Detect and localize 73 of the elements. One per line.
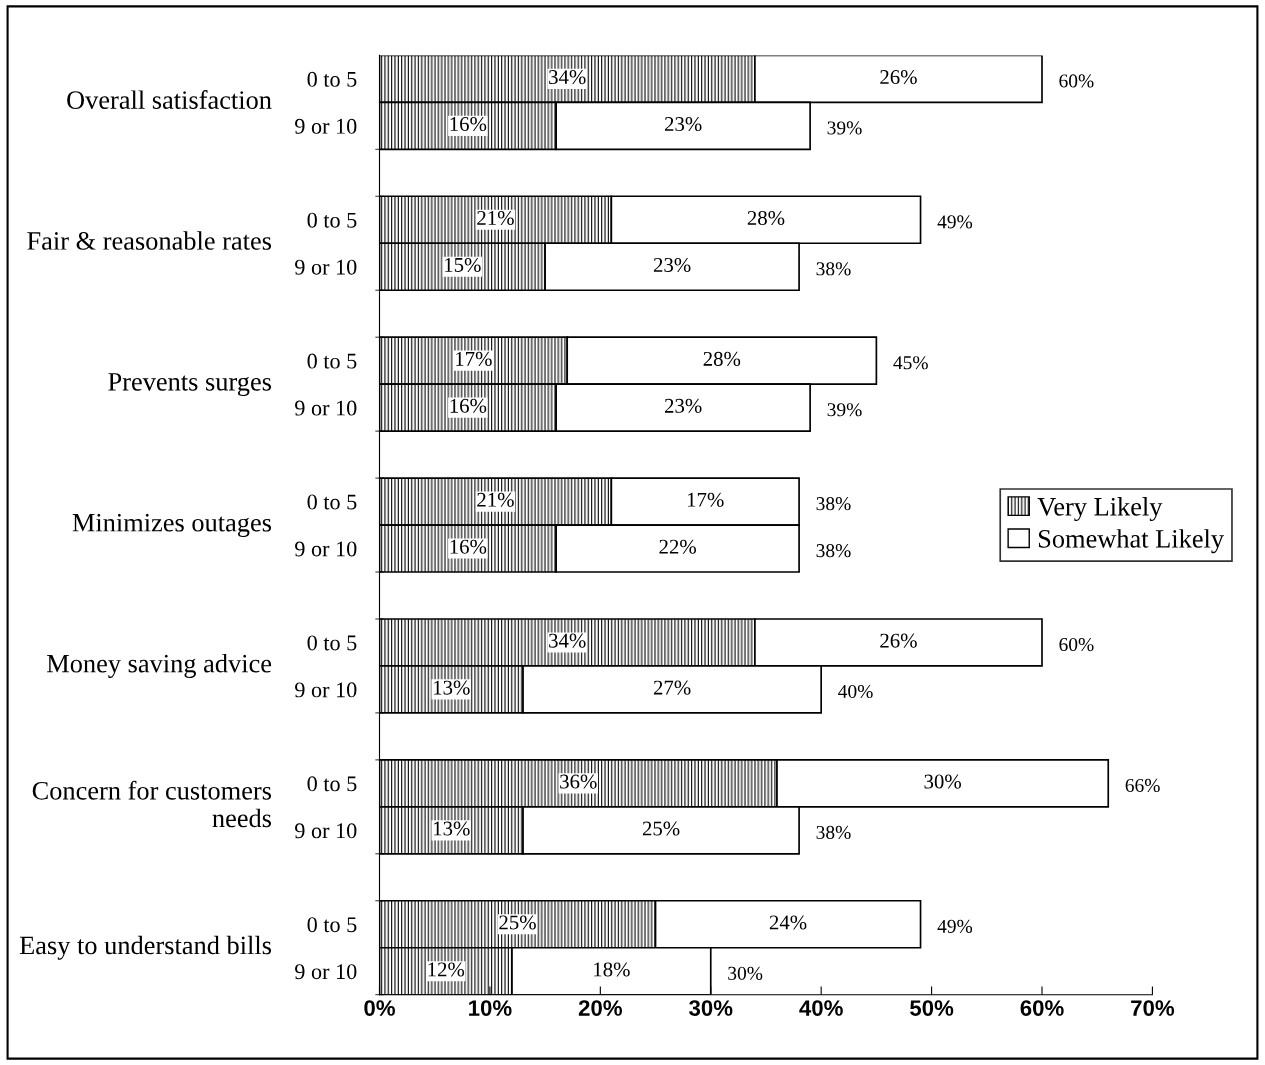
text: Concern for customers needs [32, 780, 272, 828]
data-label: 26% [880, 633, 917, 648]
y-tick-label: 0 to 5 [307, 494, 357, 510]
data-label: 22% [659, 539, 697, 554]
data-label: 12% [428, 962, 465, 977]
y-tick-label: 9 or 10 [295, 400, 357, 416]
y-tick-label: 0 to 5 [307, 71, 357, 87]
data-label: 21% [477, 210, 514, 226]
data-label: 16% [450, 539, 487, 554]
total-label: 30% [728, 966, 763, 980]
y-tick-label: 0 to 5 [307, 635, 357, 651]
total-label: 38% [816, 262, 851, 276]
legend-label: Very Likely [1037, 497, 1163, 522]
data-label: 13% [434, 680, 470, 695]
x-tick-label: 10% [469, 1000, 512, 1016]
text: Money saving advice [47, 653, 272, 678]
x-tick-label: 60% [1020, 1000, 1064, 1016]
data-label: 18% [594, 962, 630, 977]
data-label: 23% [664, 116, 702, 132]
total-label: 60% [1059, 74, 1094, 88]
x-tick-label: 30% [689, 1000, 733, 1016]
total-label: 45% [893, 356, 928, 370]
total-label: 49% [937, 215, 973, 229]
data-label: 26% [880, 70, 917, 85]
y-tick-label: 9 or 10 [295, 118, 357, 134]
data-label: 34% [549, 70, 586, 85]
total-label: 38% [816, 544, 851, 558]
total-label: 40% [838, 684, 873, 699]
text: Minimizes outages [72, 513, 272, 538]
data-label: 15% [445, 257, 481, 273]
data-label: 28% [747, 210, 785, 226]
y-tick-label: 9 or 10 [295, 259, 357, 275]
data-label: 30% [924, 774, 962, 789]
total-label: 49% [937, 919, 973, 933]
data-label: 25% [642, 821, 680, 836]
x-tick-label: 0% [364, 1000, 395, 1016]
total-label: 66% [1125, 778, 1160, 793]
y-tick-label: 9 or 10 [295, 541, 357, 557]
text: Overall satisfaction [67, 90, 272, 109]
y-tick-label: 0 to 5 [307, 917, 357, 933]
data-label: 24% [769, 915, 807, 930]
total-label: 60% [1059, 637, 1094, 652]
y-tick-label: 0 to 5 [307, 353, 357, 369]
total-label: 38% [816, 825, 851, 840]
y-tick-label: 9 or 10 [295, 682, 357, 698]
x-tick-label: 70% [1131, 1000, 1175, 1016]
data-label: 36% [560, 774, 597, 789]
text: Easy to understand bills [19, 935, 272, 960]
data-label: 17% [456, 351, 492, 366]
data-label: 25% [499, 915, 536, 930]
total-label: 39% [827, 121, 862, 135]
y-tick-label: 0 to 5 [307, 776, 357, 792]
x-tick-label: 20% [578, 1000, 622, 1016]
legend-label: Somewhat Likely [1038, 529, 1224, 554]
text: Prevents surges [108, 373, 272, 397]
data-label: 23% [664, 398, 702, 413]
total-label: 38% [816, 497, 851, 511]
data-label: 13% [434, 821, 470, 836]
x-tick-label: 50% [910, 1000, 954, 1016]
data-label: 16% [450, 116, 487, 132]
x-tick-label: 40% [799, 1000, 843, 1016]
data-label: 23% [653, 257, 691, 273]
y-tick-label: 0 to 5 [307, 212, 357, 228]
y-tick-label: 9 or 10 [295, 964, 357, 980]
y-tick-label: 9 or 10 [295, 823, 357, 839]
total-label: 39% [827, 403, 862, 417]
data-label: 16% [450, 398, 487, 413]
data-label: 17% [687, 492, 724, 507]
data-label: 21% [477, 492, 514, 507]
text: Fair & reasonable rates [27, 231, 272, 250]
data-label: 27% [653, 680, 691, 695]
data-label: 34% [549, 633, 586, 648]
data-label: 28% [703, 351, 741, 366]
